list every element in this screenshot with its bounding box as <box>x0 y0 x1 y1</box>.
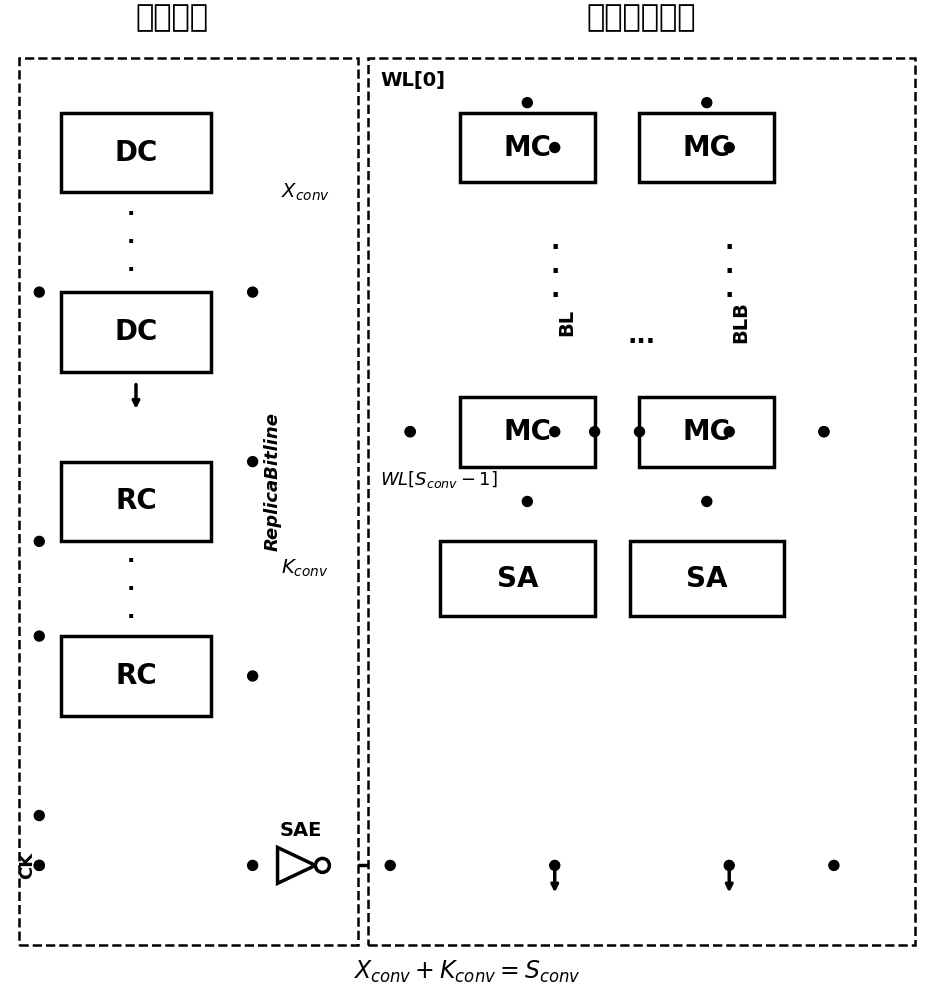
Circle shape <box>248 287 258 297</box>
Circle shape <box>248 671 258 681</box>
Text: WL[0]: WL[0] <box>380 71 446 90</box>
Text: $K_{conv}$: $K_{conv}$ <box>280 558 328 579</box>
Circle shape <box>522 98 532 108</box>
Circle shape <box>248 860 258 870</box>
Text: MC: MC <box>683 418 730 446</box>
Circle shape <box>724 143 734 153</box>
Text: ReplicaBitline: ReplicaBitline <box>263 412 281 551</box>
Polygon shape <box>277 847 316 883</box>
Circle shape <box>724 427 734 437</box>
Circle shape <box>35 860 44 870</box>
Text: ·
·
·: · · · <box>127 551 135 627</box>
Text: RC: RC <box>115 487 157 515</box>
Text: SAE: SAE <box>279 821 321 840</box>
Bar <box>62 636 211 716</box>
Text: 存储单元阵列: 存储单元阵列 <box>587 3 696 32</box>
Text: 时序复制: 时序复制 <box>135 3 208 32</box>
Circle shape <box>819 427 829 437</box>
Bar <box>62 113 211 192</box>
Text: ·
·
·: · · · <box>127 204 135 280</box>
Circle shape <box>248 457 258 467</box>
Text: MC: MC <box>503 134 551 162</box>
Bar <box>640 397 774 467</box>
Text: ·
·
·: · · · <box>550 236 559 308</box>
Circle shape <box>550 427 559 437</box>
Text: $X_{conv}+K_{conv}=S_{conv}$: $X_{conv}+K_{conv}=S_{conv}$ <box>353 959 581 985</box>
Circle shape <box>385 860 395 870</box>
Text: DC: DC <box>114 139 158 167</box>
Circle shape <box>701 98 712 108</box>
Circle shape <box>405 427 415 437</box>
Circle shape <box>35 860 44 870</box>
Text: SA: SA <box>497 565 538 593</box>
Bar <box>640 113 774 182</box>
Bar <box>62 292 211 372</box>
Bar <box>62 462 211 541</box>
Text: BLB: BLB <box>731 301 751 343</box>
Text: $WL[S_{conv}-1]$: $WL[S_{conv}-1]$ <box>380 469 498 490</box>
Circle shape <box>316 858 330 872</box>
Bar <box>460 397 595 467</box>
Text: SA: SA <box>686 565 728 593</box>
Circle shape <box>405 427 415 437</box>
Circle shape <box>550 860 559 870</box>
Circle shape <box>634 427 644 437</box>
Circle shape <box>819 427 829 437</box>
Bar <box>368 58 914 945</box>
Circle shape <box>701 496 712 506</box>
Text: ·
·
·: · · · <box>725 236 734 308</box>
Circle shape <box>724 860 734 870</box>
Circle shape <box>550 143 559 153</box>
Bar <box>630 541 784 616</box>
Text: DC: DC <box>114 318 158 346</box>
Text: $X_{conv}$: $X_{conv}$ <box>280 182 330 203</box>
Text: BL: BL <box>558 308 576 336</box>
Bar <box>20 58 359 945</box>
Circle shape <box>35 536 44 546</box>
Circle shape <box>35 811 44 821</box>
Circle shape <box>35 287 44 297</box>
Text: MC: MC <box>503 418 551 446</box>
Text: RC: RC <box>115 662 157 690</box>
Circle shape <box>829 860 839 870</box>
Circle shape <box>522 496 532 506</box>
Text: CK: CK <box>19 852 36 879</box>
Text: MC: MC <box>683 134 730 162</box>
Bar <box>460 113 595 182</box>
Text: ···: ··· <box>628 330 656 354</box>
Bar <box>440 541 595 616</box>
Circle shape <box>35 631 44 641</box>
Circle shape <box>589 427 600 437</box>
